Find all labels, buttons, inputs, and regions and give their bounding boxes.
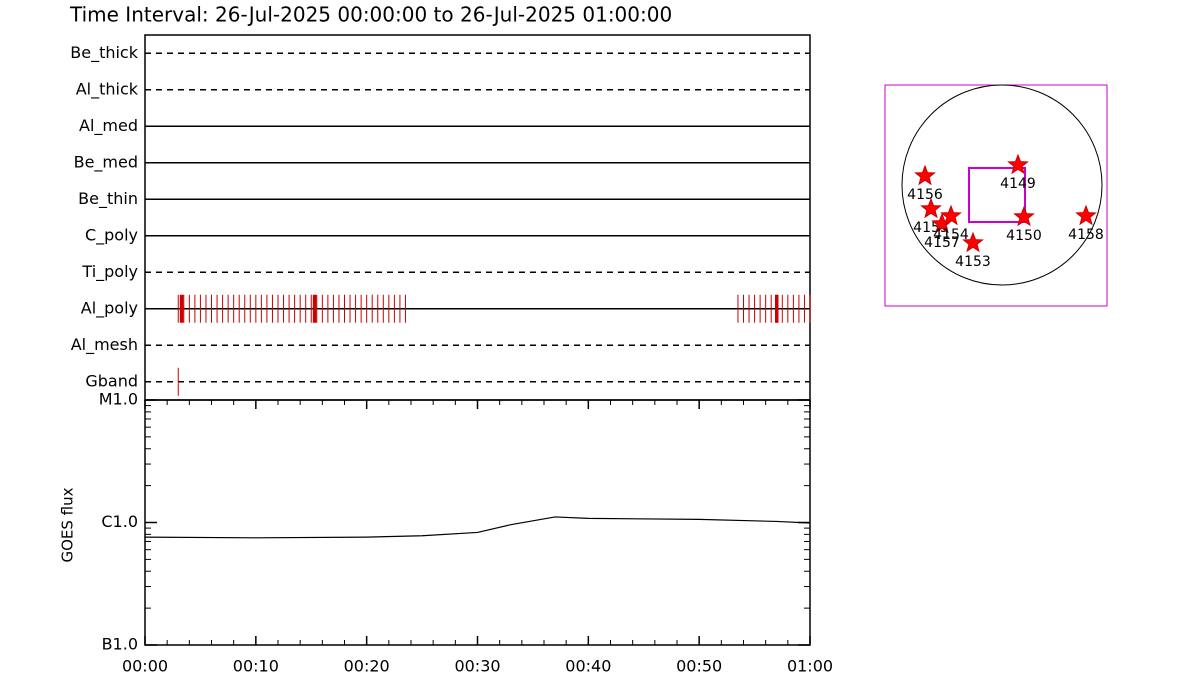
region-label: 4158 <box>1068 227 1104 243</box>
y-tick-label: M1.0 <box>99 390 138 409</box>
region-star <box>1013 205 1035 227</box>
region-label: 4157 <box>924 235 960 251</box>
row-label: Al_thick <box>76 79 139 99</box>
x-tick-label: 00:40 <box>565 657 611 676</box>
region-star <box>914 164 936 186</box>
solar-disk <box>901 84 1103 286</box>
row-label: Al_med <box>79 116 138 136</box>
y-tick-label: C1.0 <box>101 512 138 531</box>
x-tick-label: 00:10 <box>233 657 279 676</box>
x-tick-label: 00:20 <box>344 657 390 676</box>
y-axis-label: GOES flux <box>59 487 77 562</box>
row-label: Al_poly <box>81 298 138 318</box>
region-label: 4153 <box>955 254 991 270</box>
y-tick-label: B1.0 <box>102 635 138 654</box>
region-label: 4156 <box>907 187 943 203</box>
row-label: Al_mesh <box>71 335 138 355</box>
region-star <box>1075 204 1097 226</box>
row-label: Ti_poly <box>81 262 138 282</box>
region-label: 4154 <box>933 227 969 243</box>
row-label: Be_med <box>74 152 138 172</box>
chart-title: Time Interval: 26-Jul-2025 00:00:00 to 2… <box>69 3 672 27</box>
row-label: Be_thin <box>78 189 138 209</box>
region-star <box>962 231 984 253</box>
region-star <box>920 197 942 219</box>
x-tick-label: 00:50 <box>676 657 722 676</box>
x-tick-label: 00:30 <box>454 657 500 676</box>
goes-line <box>144 516 811 539</box>
region-label: 4150 <box>1006 228 1042 244</box>
fov-box <box>968 167 1026 223</box>
region-star <box>940 204 962 226</box>
x-tick-label: 00:00 <box>122 657 168 676</box>
goes-frame <box>144 399 811 646</box>
row-label: Be_thick <box>70 43 138 63</box>
row-label: Gband <box>85 371 138 390</box>
row-label: C_poly <box>85 225 138 245</box>
region-star <box>1007 153 1029 175</box>
region-label: 4149 <box>1000 176 1036 192</box>
x-tick-label: 01:00 <box>787 657 833 676</box>
